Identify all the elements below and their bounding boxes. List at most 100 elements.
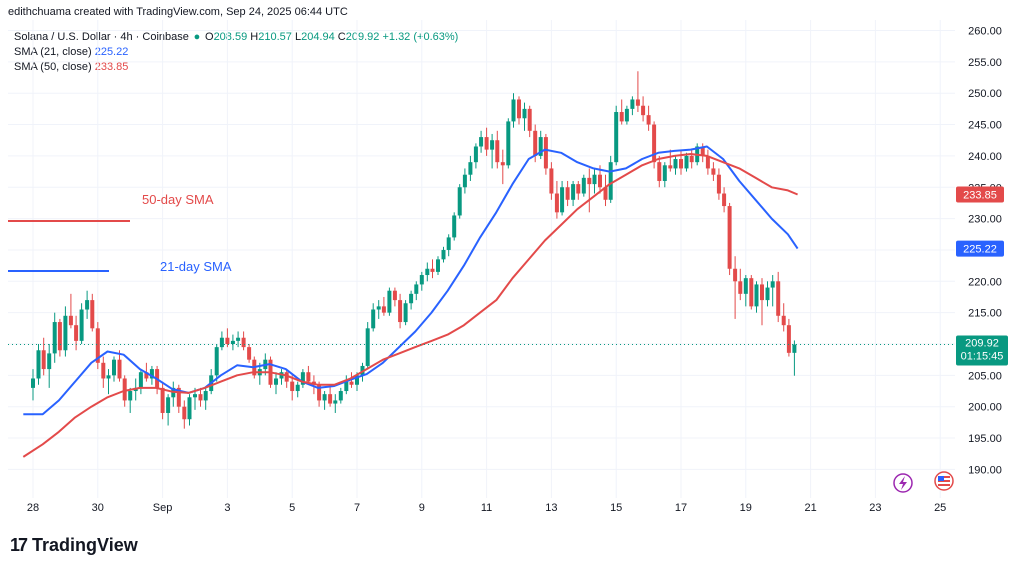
candle	[112, 356, 116, 382]
candle	[79, 303, 84, 344]
candle-body	[630, 99, 635, 109]
candle-body	[436, 259, 440, 272]
candle	[171, 381, 176, 407]
close-value: 209.92	[345, 31, 380, 43]
candle-body	[603, 187, 608, 200]
candle-body	[90, 300, 95, 329]
candle	[554, 180, 559, 219]
candle	[322, 391, 327, 410]
candle-body	[624, 108, 629, 122]
candle	[338, 387, 343, 404]
candle-body	[592, 174, 597, 185]
candle-body	[495, 140, 500, 163]
candle	[522, 102, 527, 131]
candle	[581, 174, 586, 197]
candle-body	[63, 315, 68, 351]
candle-body	[338, 391, 343, 401]
candle-body	[166, 397, 171, 413]
candle-body	[290, 381, 295, 392]
candle-body	[328, 394, 333, 404]
candle-body	[387, 290, 392, 313]
x-tick-label: 30	[92, 502, 104, 514]
candle	[203, 387, 208, 410]
candle	[392, 287, 397, 307]
candle-body	[31, 378, 35, 388]
candle-body	[214, 347, 219, 376]
candle-body	[776, 281, 781, 316]
candle-body	[430, 268, 435, 272]
candle	[68, 293, 73, 329]
candle	[230, 334, 235, 351]
candle	[684, 152, 689, 172]
candle	[527, 105, 532, 138]
candle	[182, 400, 187, 429]
candle-body	[333, 400, 338, 404]
candle	[36, 344, 41, 385]
candle-body	[587, 177, 592, 185]
time-axis[interactable]: 28 30 Sep 3 5 7 9 11 13 15 17 19 21 23 25	[27, 502, 946, 514]
candle	[241, 331, 246, 351]
candle-body	[581, 177, 586, 194]
symbol-label[interactable]: Solana / U.S. Dollar · 4h · Coinbase	[14, 31, 189, 43]
candle	[776, 271, 781, 323]
candle-body	[608, 162, 613, 200]
us-flag-icon[interactable]	[934, 471, 954, 491]
candle-body	[41, 350, 46, 370]
candle-body	[187, 397, 192, 420]
high-label: H	[250, 31, 259, 43]
candle	[733, 256, 738, 319]
candle	[333, 394, 338, 413]
candle-body	[484, 137, 489, 150]
candle	[85, 290, 90, 319]
y-tick-label: 260.00	[968, 26, 1002, 38]
candle	[619, 99, 624, 125]
candle-body	[679, 159, 683, 169]
x-tick-label: 3	[224, 502, 230, 514]
candle	[722, 187, 727, 213]
candle	[668, 149, 673, 172]
candle	[441, 246, 446, 263]
candle-body	[738, 281, 743, 294]
candle	[630, 96, 635, 116]
candle	[47, 344, 52, 388]
candle	[95, 322, 100, 370]
x-tick-label: 9	[419, 502, 425, 514]
tradingview-logo[interactable]: 17 TradingView	[10, 535, 138, 556]
candle	[760, 278, 764, 326]
candle-body	[176, 387, 181, 407]
attribution-text: edithchuama created with TradingView.com…	[8, 6, 348, 18]
candle	[781, 303, 786, 332]
candle	[446, 234, 451, 257]
candle-body	[419, 275, 424, 285]
sma21-annotation-text: 21-day SMA	[160, 259, 232, 274]
candle-body	[705, 155, 710, 169]
candle-body	[468, 162, 473, 175]
x-tick-label: 7	[354, 502, 360, 514]
sma21-line	[23, 145, 799, 416]
tradingview-logo-text: TradingView	[32, 535, 138, 555]
candle	[754, 281, 759, 313]
grid-lines	[8, 20, 955, 498]
candle-body	[743, 278, 748, 294]
sma50-annotation-text: 50-day SMA	[142, 192, 214, 207]
candle	[473, 143, 478, 169]
candle-body	[106, 375, 111, 379]
candle	[635, 71, 640, 113]
x-tick-label: 28	[27, 502, 39, 514]
x-tick-label: 17	[675, 502, 687, 514]
candle	[41, 337, 46, 376]
candle	[187, 394, 192, 426]
candle	[381, 296, 386, 316]
candle	[31, 369, 35, 401]
candle-body	[673, 159, 678, 169]
price-tags: 233.85 225.22 209.92 01:15:45	[956, 186, 1008, 366]
candle	[344, 375, 349, 395]
lightning-icon[interactable]	[893, 473, 913, 493]
candle-body	[306, 372, 311, 382]
countdown-tag-text: 01:15:45	[961, 351, 1004, 363]
candle	[128, 387, 133, 413]
candle	[387, 287, 392, 316]
candle-body	[549, 168, 554, 194]
candle-body	[36, 350, 41, 379]
